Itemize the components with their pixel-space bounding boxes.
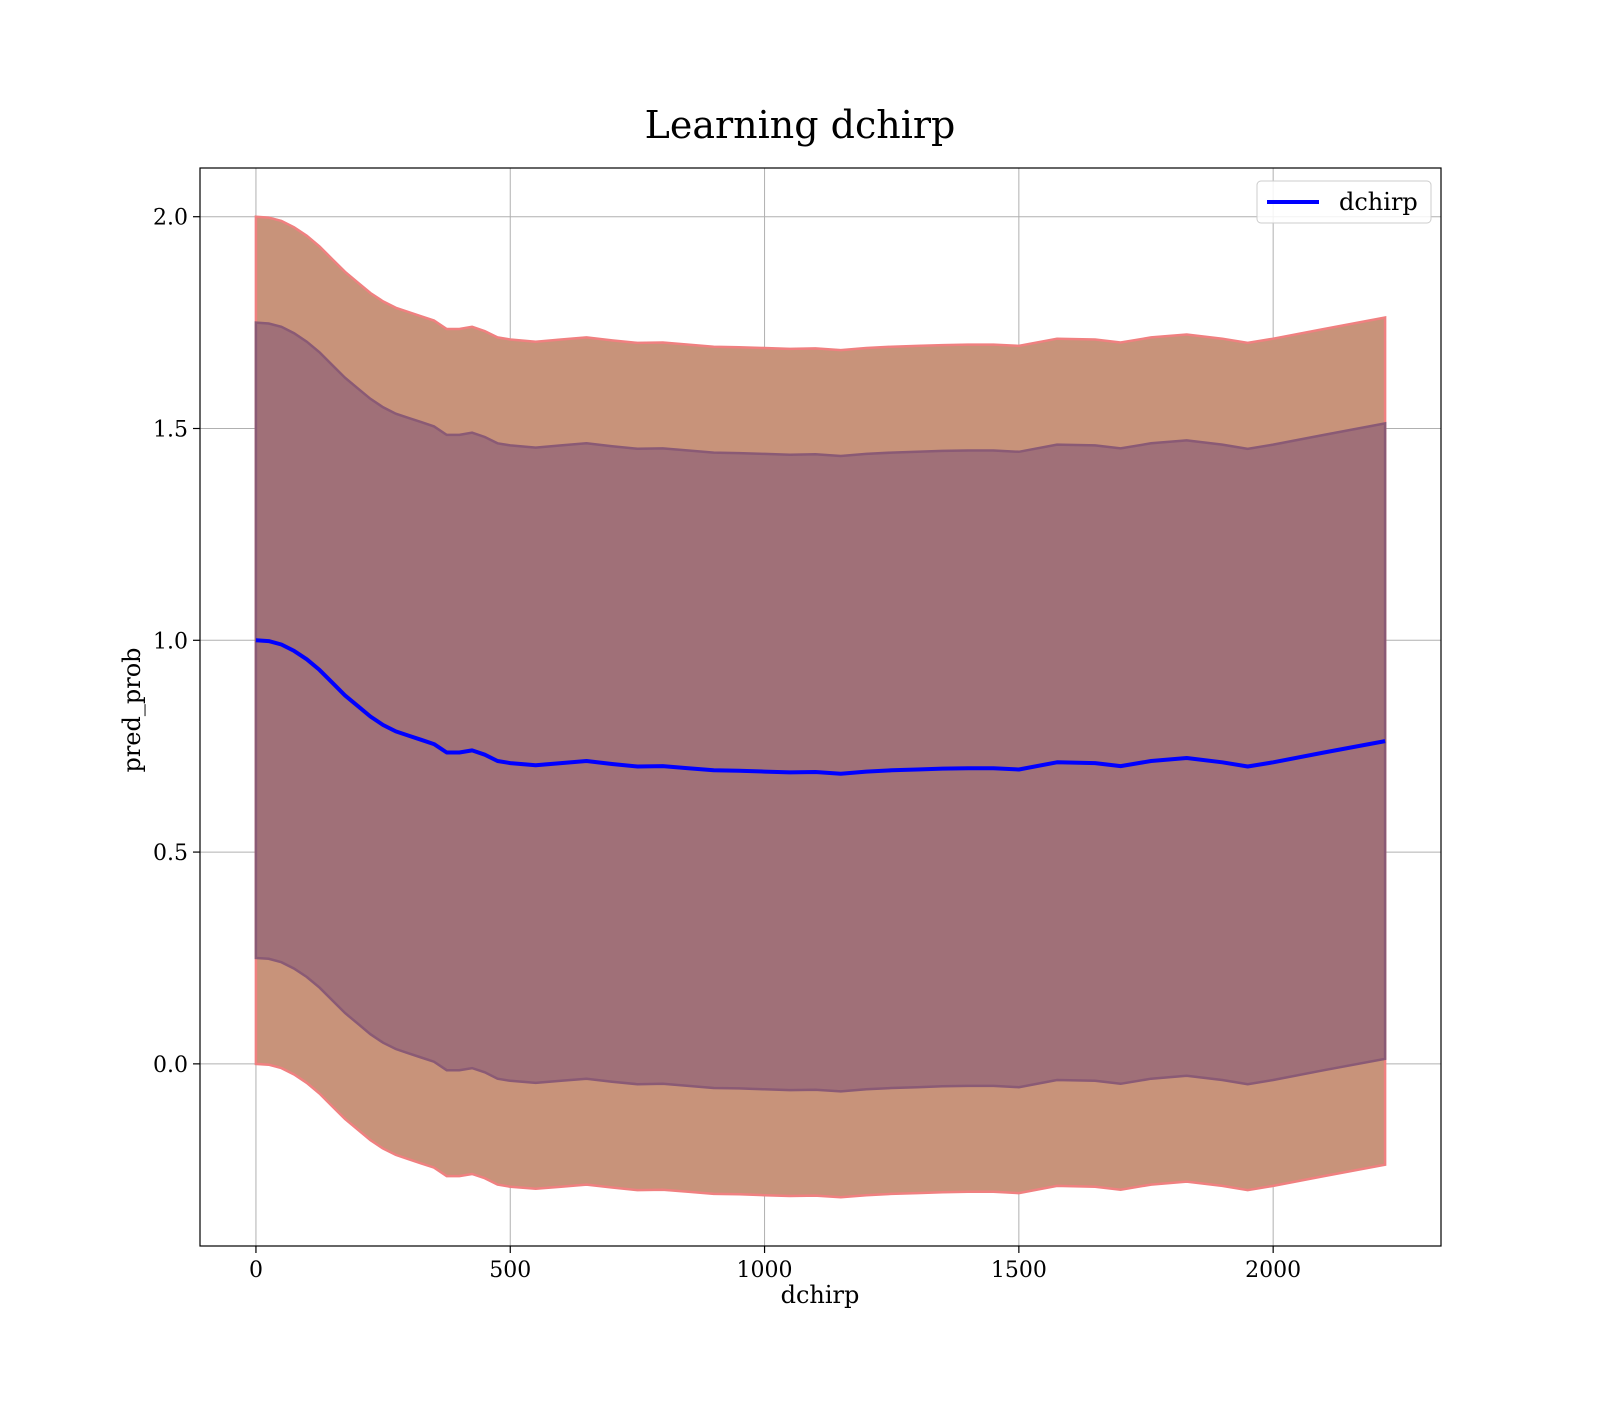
x-tick-label: 1000 <box>737 1258 793 1283</box>
y-tick-label: 0.5 <box>153 841 188 866</box>
legend-label-dchirp: dchirp <box>1339 188 1418 216</box>
x-axis-label: dchirp <box>781 1281 860 1309</box>
legend-box <box>1256 180 1432 224</box>
series-line-dchirp <box>255 638 1386 776</box>
plot-area: 0 500 1000 1500 2000 0.0 0.5 1.0 1.5 2.0 dchirp <box>153 167 1442 1283</box>
y-tick-label: 0.0 <box>153 1053 188 1078</box>
x-tick-label: 2000 <box>1245 1258 1301 1283</box>
x-tick-label: 500 <box>489 1258 531 1283</box>
x-tick-label: 0 <box>249 1258 263 1283</box>
chart-title: Learning dchirp <box>645 103 956 147</box>
x-tick-label: 1500 <box>991 1258 1047 1283</box>
y-tick-label: 2.0 <box>153 206 188 231</box>
y-axis-label: pred_prob <box>118 647 146 772</box>
y-tick-label: 1.0 <box>153 629 188 654</box>
inner-band <box>254 321 1387 1093</box>
plot-frame <box>199 167 1442 1247</box>
y-tick-label: 1.5 <box>153 417 188 442</box>
